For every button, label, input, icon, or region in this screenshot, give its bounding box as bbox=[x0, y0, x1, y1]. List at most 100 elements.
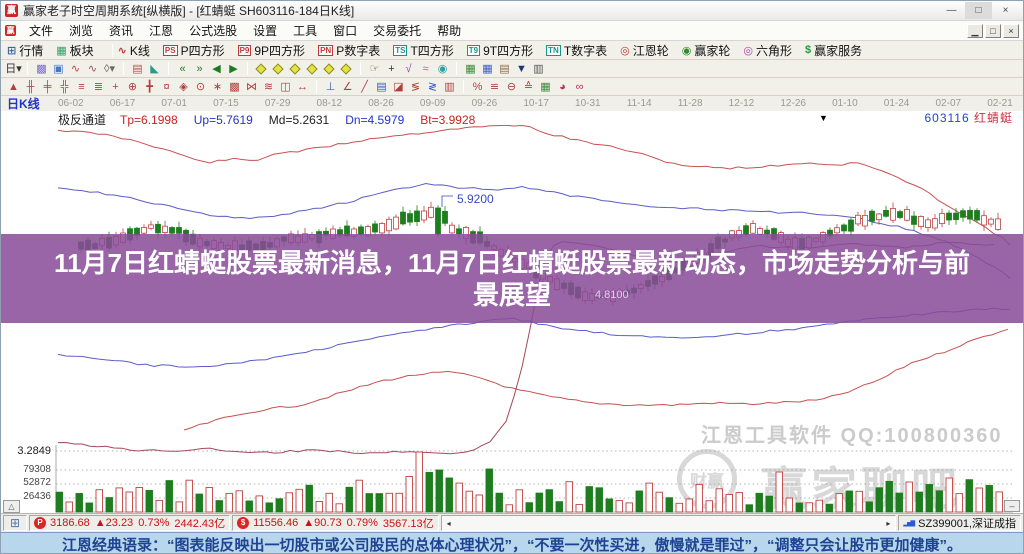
diamond-tool-icon[interactable] bbox=[253, 61, 270, 77]
toolbar-icon[interactable]: ⊖ bbox=[506, 80, 517, 93]
toolbar-icon[interactable]: ≡ bbox=[78, 80, 85, 93]
toolbar-button[interactable]: ◉ 赢家轮 bbox=[682, 42, 731, 59]
toolbar-icon[interactable]: ≙ bbox=[523, 80, 534, 93]
toolbar-icon[interactable]: ≶ bbox=[410, 80, 421, 93]
toolbar-button[interactable]: PS P四方形 bbox=[162, 42, 225, 59]
toolbar-icon[interactable]: ◊▾ bbox=[104, 62, 115, 75]
diamond-tool-icon[interactable] bbox=[287, 61, 304, 77]
toolbar-icon[interactable]: ≌ bbox=[489, 80, 500, 93]
toolbar-button[interactable]: ◎ 六角形 bbox=[743, 42, 792, 59]
toolbar-icon[interactable]: ▶ bbox=[229, 62, 238, 75]
toolbar-icon[interactable]: ▦ bbox=[540, 80, 551, 93]
toolbar-icon[interactable]: ▤ bbox=[132, 62, 143, 75]
toolbar-icon[interactable]: ⊕ bbox=[127, 80, 138, 93]
toolbar-icon[interactable]: ∠ bbox=[342, 80, 353, 93]
pane-expand-button[interactable]: △ bbox=[3, 500, 20, 513]
toolbar-button[interactable]: ∿ K线 bbox=[118, 42, 150, 59]
menu-item[interactable]: 浏览 bbox=[69, 24, 94, 38]
toolbar-icon[interactable]: ▣ bbox=[53, 62, 64, 75]
toolbar-icon[interactable]: ▼ bbox=[516, 62, 527, 75]
menu-item[interactable]: 江恩 bbox=[149, 24, 174, 38]
scroll-right-icon[interactable]: ▸ bbox=[886, 518, 891, 528]
toolbar-button[interactable]: ◎ 江恩轮 bbox=[620, 42, 669, 59]
toolbar-icon[interactable]: « bbox=[179, 62, 186, 75]
toolbar-icon[interactable]: % bbox=[472, 80, 483, 93]
toolbar-icon[interactable]: ◕ bbox=[559, 80, 566, 93]
toolbar-icon[interactable]: ◈ bbox=[179, 80, 188, 93]
quote-grid-button[interactable]: ⊞ bbox=[3, 515, 27, 531]
toolbar-icon[interactable]: ≈ bbox=[422, 62, 429, 75]
toolbar-icon[interactable]: ▲ bbox=[8, 80, 19, 93]
toolbar-button[interactable]: TS T四方形 bbox=[393, 42, 454, 59]
toolbar-icon[interactable]: ▥ bbox=[533, 62, 544, 75]
close-button[interactable]: × bbox=[1002, 5, 1009, 16]
toolbar-icon[interactable]: ◪ bbox=[393, 80, 404, 93]
toolbar-icon[interactable]: + bbox=[112, 80, 119, 93]
toolbar-icon[interactable]: ╱ bbox=[361, 80, 368, 93]
toolbar-icon[interactable]: 日▾ bbox=[5, 62, 22, 75]
toolbar-icon[interactable]: ∗ bbox=[212, 80, 223, 93]
toolbar-icon[interactable]: ▦ bbox=[482, 62, 493, 75]
maximize-button[interactable]: □ bbox=[965, 2, 992, 19]
toolbar-icon[interactable]: ▥ bbox=[444, 80, 455, 93]
mdi-control-button[interactable]: ▁ bbox=[967, 23, 983, 38]
menu-item[interactable]: 交易委托 bbox=[373, 24, 422, 38]
toolbar-icon[interactable]: ≷ bbox=[427, 80, 438, 93]
diamond-tool-icon[interactable] bbox=[338, 61, 355, 77]
menu-item[interactable]: 窗口 bbox=[333, 24, 358, 38]
menu-item[interactable]: 公式选股 bbox=[189, 24, 238, 38]
toolbar-icon[interactable]: ⊥ bbox=[325, 80, 336, 93]
menu-item[interactable]: 帮助 bbox=[437, 24, 462, 38]
mdi-control-button[interactable]: □ bbox=[985, 23, 1001, 38]
toolbar-icon[interactable]: » bbox=[196, 62, 203, 75]
toolbar-icon[interactable]: ╬ bbox=[60, 80, 69, 93]
toolbar-button[interactable]: P9 9P四方形 bbox=[237, 42, 305, 59]
toolbar-button[interactable]: ⊞ 行情 bbox=[7, 42, 43, 59]
scrollbar-track[interactable] bbox=[456, 516, 882, 530]
toolbar-icon[interactable]: ◫ bbox=[280, 80, 291, 93]
toolbar-icon[interactable]: ∿ bbox=[70, 62, 81, 75]
toolbar-icon[interactable]: ∿ bbox=[87, 62, 98, 75]
toolbar-icon[interactable]: + bbox=[388, 62, 395, 75]
toolbar-icon[interactable]: ▤ bbox=[499, 62, 510, 75]
toolbar-icon[interactable]: ▤ bbox=[376, 80, 387, 93]
toolbar-icon[interactable]: ⊙ bbox=[195, 80, 206, 93]
sh-index-panel[interactable]: P 3186.68 ▲23.23 0.73% 2442.43亿 bbox=[29, 515, 231, 531]
mdi-control-button[interactable]: × bbox=[1003, 23, 1019, 38]
toolbar-icon[interactable]: √ bbox=[405, 62, 412, 75]
toolbar-button[interactable]: T9 9T四方形 bbox=[466, 42, 533, 59]
toolbar-button[interactable]: ▦ 板块 bbox=[56, 42, 93, 59]
toolbar-icon[interactable]: ▩ bbox=[229, 80, 240, 93]
toolbar-icon[interactable]: ▦ bbox=[465, 62, 476, 75]
menu-item[interactable]: 资讯 bbox=[109, 24, 134, 38]
toolbar-icon[interactable]: ☞ bbox=[369, 62, 380, 75]
toolbar-icon[interactable]: ╫ bbox=[26, 80, 35, 93]
toolbar-icon[interactable]: ╪ bbox=[43, 80, 52, 93]
toolbar-button[interactable]: $ 赢家服务 bbox=[805, 42, 862, 59]
menu-item[interactable]: 文件 bbox=[29, 24, 54, 38]
horizontal-scrollbar[interactable]: ◂ ▸ bbox=[440, 515, 897, 531]
current-index-panel[interactable]: ▂▅▇ SZ399001,深证成指 bbox=[898, 515, 1021, 531]
toolbar-icon[interactable]: ≣ bbox=[93, 80, 104, 93]
sz-index-panel[interactable]: $ 11556.46 ▲90.73 0.79% 3567.13亿 bbox=[232, 515, 439, 531]
menu-item[interactable]: 设置 bbox=[253, 24, 278, 38]
toolbar-icon[interactable]: ⋈ bbox=[246, 80, 257, 93]
pane-collapse-button[interactable]: – bbox=[1004, 500, 1020, 512]
toolbar-icon[interactable]: ◀ bbox=[212, 62, 221, 75]
toolbar-button[interactable]: PN P数字表 bbox=[318, 42, 380, 59]
menu-item[interactable]: 工具 bbox=[293, 24, 318, 38]
toolbar-icon[interactable]: ∞ bbox=[575, 80, 584, 93]
toolbar-button[interactable]: TN T数字表 bbox=[546, 42, 607, 59]
toolbar-icon[interactable]: ╋ bbox=[146, 80, 153, 93]
diamond-tool-icon[interactable] bbox=[270, 61, 287, 77]
toolbar-icon[interactable]: ▩ bbox=[36, 62, 47, 75]
toolbar-icon[interactable]: ¤ bbox=[163, 80, 170, 93]
scroll-left-icon[interactable]: ◂ bbox=[446, 518, 451, 528]
diamond-tool-icon[interactable] bbox=[304, 61, 321, 77]
diamond-tool-icon[interactable] bbox=[321, 61, 338, 77]
toolbar-icon[interactable]: ≋ bbox=[263, 80, 274, 93]
toolbar-icon[interactable]: ↔ bbox=[297, 80, 308, 93]
toolbar-icon[interactable]: ◉ bbox=[437, 62, 448, 75]
minimize-button[interactable]: — bbox=[946, 5, 957, 16]
toolbar-icon[interactable]: ◣ bbox=[150, 62, 159, 75]
